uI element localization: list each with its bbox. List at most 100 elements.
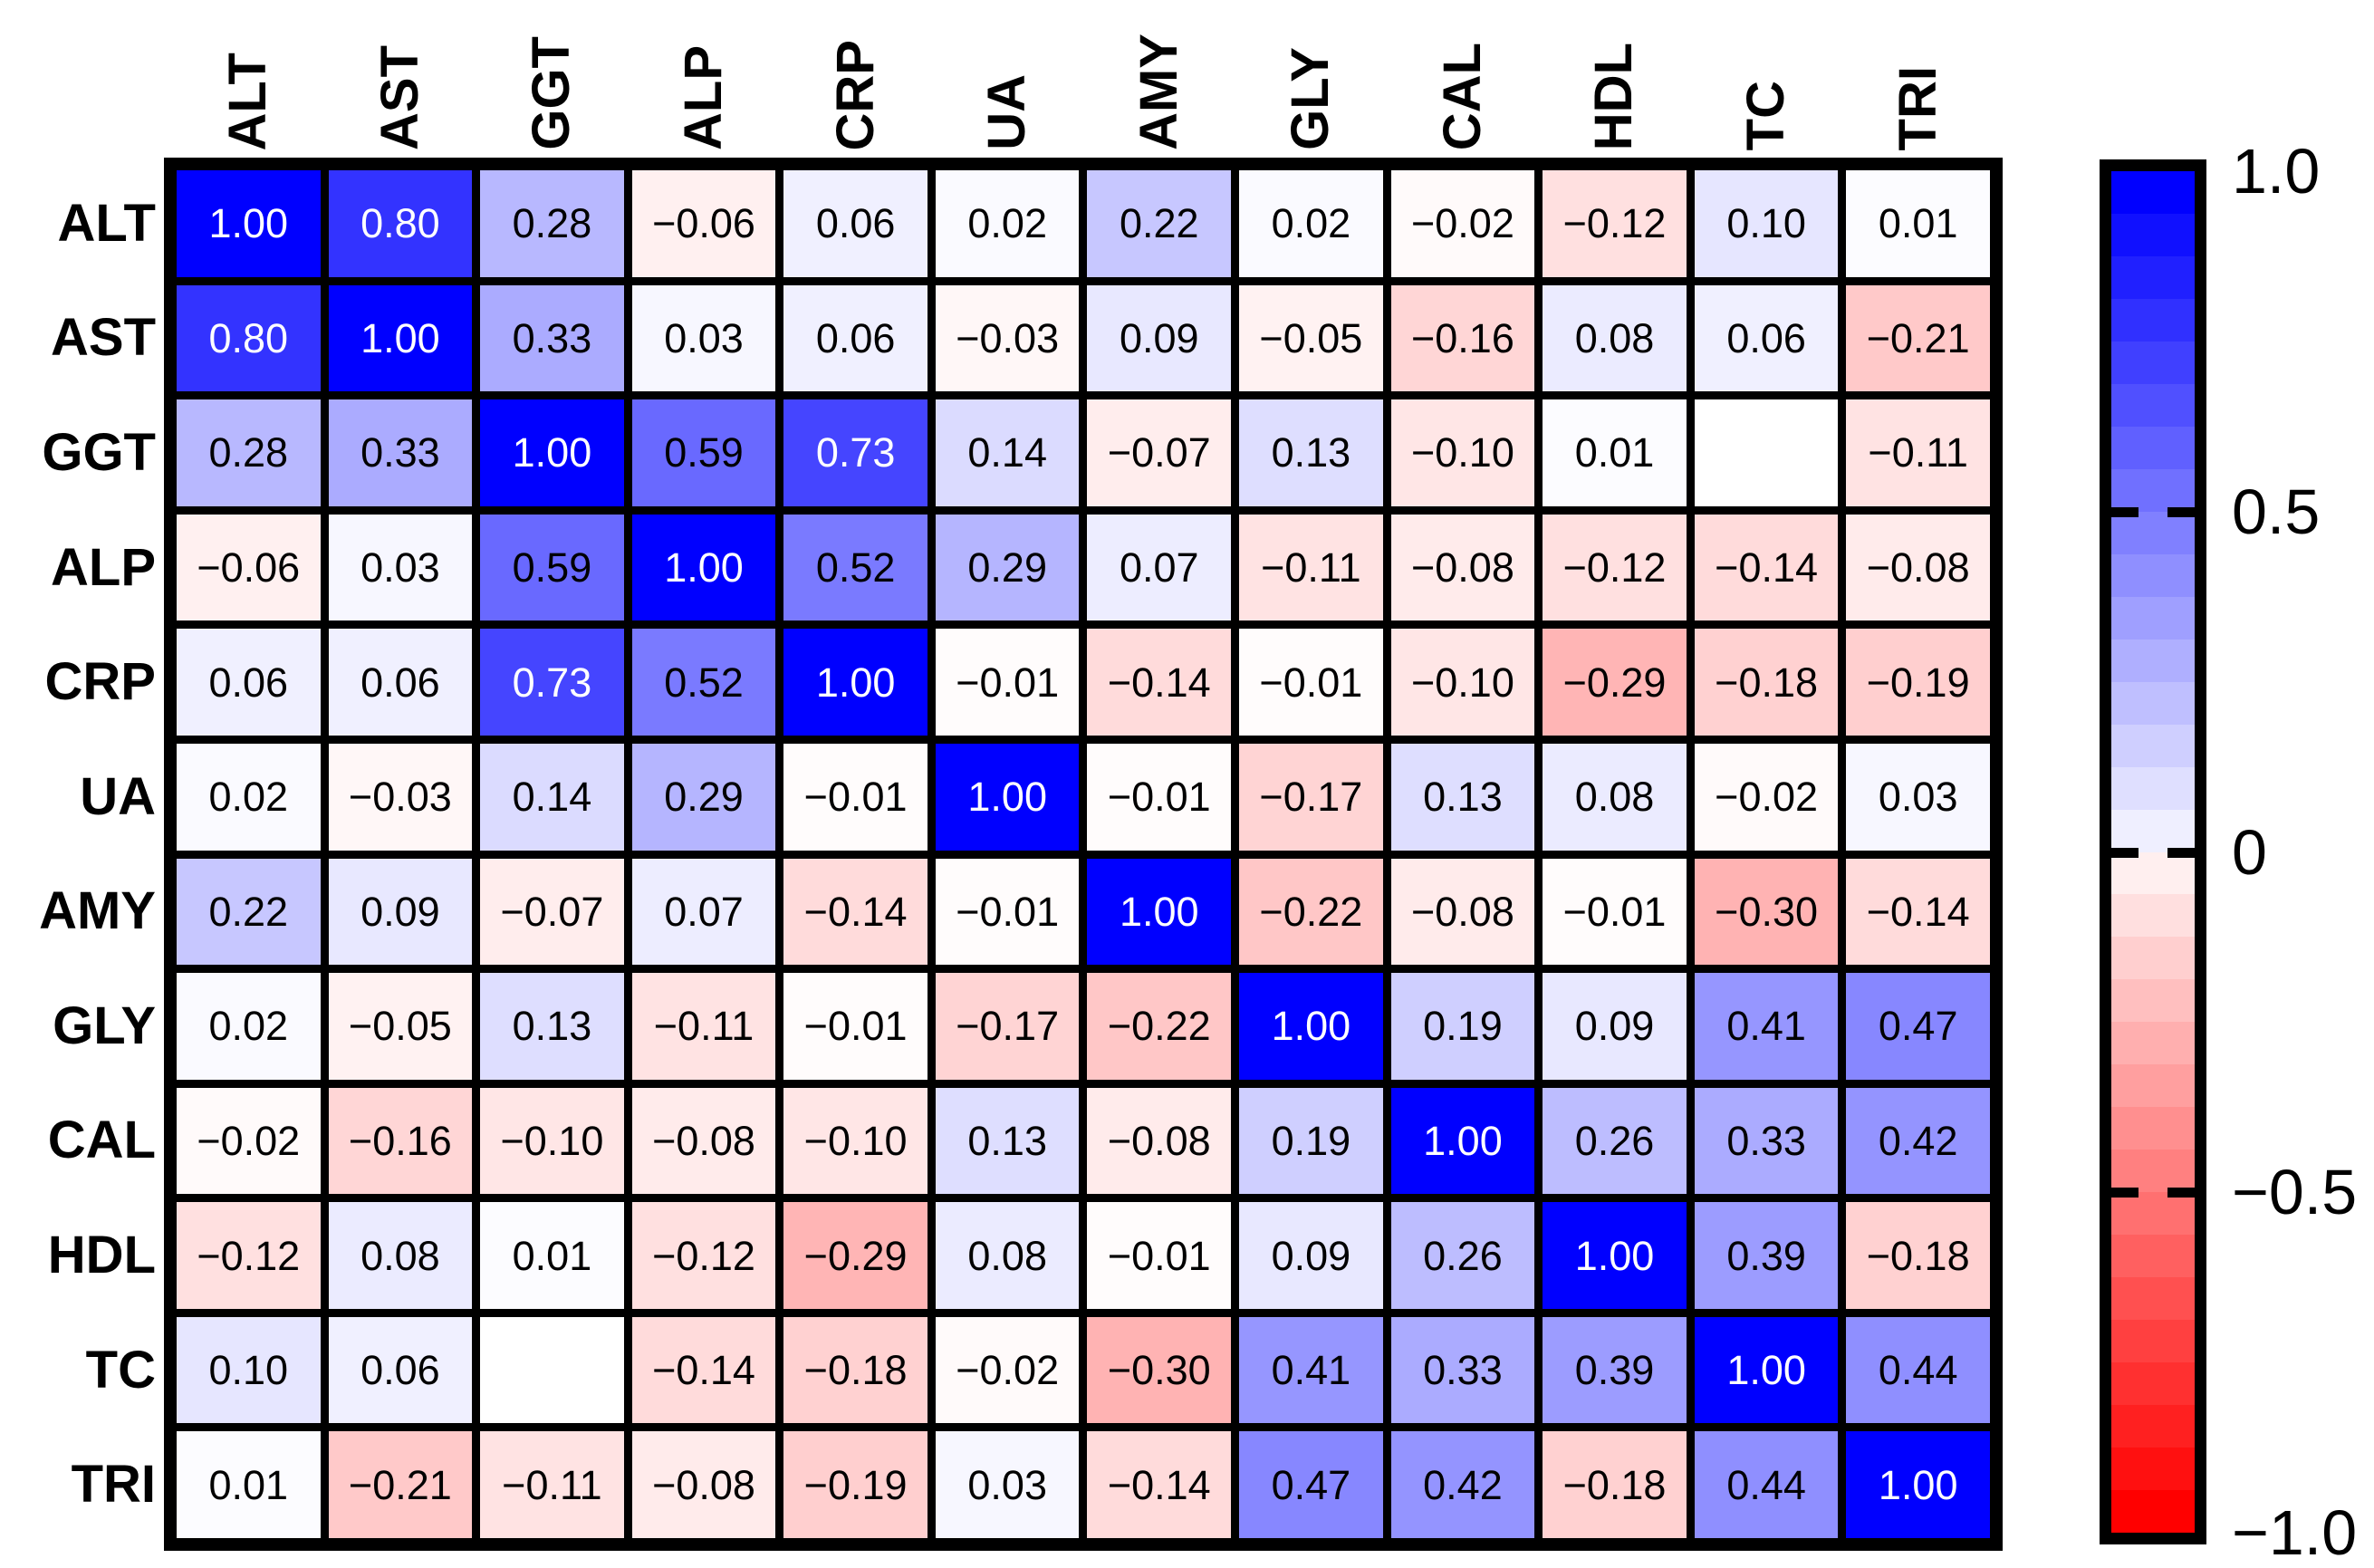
- cell-TRI-TC: 0.44: [1694, 1431, 1839, 1538]
- cell-ALP-AST: 0.03: [328, 514, 473, 621]
- cell-HDL-TRI: −0.18: [1846, 1202, 1990, 1309]
- cell-HDL-CAL: 0.26: [1390, 1202, 1535, 1309]
- cell-ALT-GGT: 0.28: [480, 170, 624, 277]
- cell-AMY-ALT: 0.22: [177, 858, 321, 966]
- cell-ALP-ALP: 1.00: [631, 514, 776, 621]
- cell-AST-ALP: 0.03: [631, 284, 776, 392]
- cell-AMY-UA: −0.01: [935, 858, 1080, 966]
- colorbar-band: [2111, 894, 2195, 938]
- colorbar-band: [2111, 1405, 2195, 1448]
- cell-ALP-CAL: −0.08: [1390, 514, 1535, 621]
- colorbar-band: [2111, 341, 2195, 384]
- cell-AST-GGT: 0.33: [480, 284, 624, 392]
- cell-HDL-CRP: −0.29: [783, 1202, 927, 1309]
- cell-HDL-TC: 0.39: [1694, 1202, 1839, 1309]
- cell-UA-HDL: 0.08: [1543, 743, 1687, 851]
- cell-GGT-AMY: −0.07: [1087, 399, 1232, 506]
- colorbar-band: [2111, 1235, 2195, 1278]
- col-label-ALT: ALT: [177, 0, 321, 159]
- cell-UA-AST: −0.03: [328, 743, 473, 851]
- cell-UA-GLY: −0.17: [1239, 743, 1383, 851]
- cell-ALT-TRI: 0.01: [1846, 170, 1990, 277]
- cell-GGT-CAL: −0.10: [1390, 399, 1535, 506]
- col-label-text-CAL: CAL: [1432, 42, 1492, 150]
- colorbar-band: [2111, 511, 2195, 554]
- cell-ALT-ALT: 1.00: [177, 170, 321, 277]
- colorbar-band: [2111, 1107, 2195, 1150]
- colorbar-tick: [2167, 1188, 2195, 1198]
- cell-ALT-UA: 0.02: [935, 170, 1080, 277]
- cell-CAL-AMY: −0.08: [1087, 1087, 1232, 1195]
- cell-ALT-GLY: 0.02: [1239, 170, 1383, 277]
- col-label-text-AST: AST: [370, 45, 429, 150]
- colorbar-band: [2111, 1362, 2195, 1406]
- cell-AMY-TC: −0.30: [1694, 858, 1839, 966]
- cell-AST-CAL: −0.16: [1390, 284, 1535, 392]
- cell-ALT-ALP: −0.06: [631, 170, 776, 277]
- colorbar-band: [2111, 553, 2195, 597]
- col-label-text-GLY: GLY: [1281, 47, 1341, 150]
- colorbar-tick-label-−0.5: −0.5: [2232, 1157, 2358, 1228]
- cell-CAL-HDL: 0.26: [1543, 1087, 1687, 1195]
- row-label-ALP: ALP: [51, 537, 156, 597]
- cell-CRP-CAL: −0.10: [1390, 629, 1535, 736]
- cell-GGT-CRP: 0.73: [783, 399, 927, 506]
- cell-GLY-TRI: 0.47: [1846, 973, 1990, 1080]
- cell-ALT-AMY: 0.22: [1087, 170, 1232, 277]
- cell-GGT-GGT: 1.00: [480, 399, 624, 506]
- col-label-AST: AST: [329, 0, 473, 159]
- col-label-text-GGT: GGT: [522, 36, 581, 150]
- cell-TRI-HDL: −0.18: [1543, 1431, 1687, 1538]
- cell-TC-GGT: [480, 1316, 624, 1424]
- cell-CRP-UA: −0.01: [935, 629, 1080, 736]
- colorbar-band: [2111, 596, 2195, 640]
- cell-GLY-TC: 0.41: [1694, 973, 1839, 1080]
- colorbar-band: [2111, 1448, 2195, 1491]
- cell-CAL-ALT: −0.02: [177, 1087, 321, 1195]
- cell-AMY-AMY: 1.00: [1087, 858, 1232, 966]
- row-label-GLY: GLY: [53, 996, 156, 1055]
- cell-ALP-AMY: 0.07: [1087, 514, 1232, 621]
- colorbar-tick-label-0: 0: [2232, 816, 2267, 888]
- cell-TRI-GGT: −0.11: [480, 1431, 624, 1538]
- cell-HDL-ALT: −0.12: [177, 1202, 321, 1309]
- cell-HDL-AMY: −0.01: [1087, 1202, 1232, 1309]
- colorbar-band: [2111, 213, 2195, 256]
- row-label-AST: AST: [51, 308, 156, 368]
- cell-CAL-GLY: 0.19: [1239, 1087, 1383, 1195]
- col-label-HDL: HDL: [1543, 0, 1687, 159]
- col-label-text-TC: TC: [1736, 80, 1796, 150]
- cell-ALP-UA: 0.29: [935, 514, 1080, 621]
- cell-TC-ALP: −0.14: [631, 1316, 776, 1424]
- colorbar-tick: [2111, 506, 2139, 517]
- colorbar-band: [2111, 255, 2195, 299]
- cell-AMY-TRI: −0.14: [1846, 858, 1990, 966]
- cell-CAL-AST: −0.16: [328, 1087, 473, 1195]
- cell-CRP-GLY: −0.01: [1239, 629, 1383, 736]
- cell-TRI-ALT: 0.01: [177, 1431, 321, 1538]
- col-label-text-ALT: ALT: [218, 52, 278, 150]
- cell-ALP-TRI: −0.08: [1846, 514, 1990, 621]
- cell-ALT-CAL: −0.02: [1390, 170, 1535, 277]
- cell-ALT-CRP: 0.06: [783, 170, 927, 277]
- cell-CRP-ALP: 0.52: [631, 629, 776, 736]
- colorbar-tick: [2167, 506, 2195, 517]
- row-label-HDL: HDL: [47, 1225, 156, 1284]
- colorbar-band: [2111, 639, 2195, 682]
- cell-UA-UA: 1.00: [935, 743, 1080, 851]
- cell-AMY-GLY: −0.22: [1239, 858, 1383, 966]
- col-label-TRI: TRI: [1846, 0, 1990, 159]
- cell-GLY-ALT: 0.02: [177, 973, 321, 1080]
- cell-CAL-ALP: −0.08: [631, 1087, 776, 1195]
- col-label-text-CRP: CRP: [825, 39, 885, 150]
- colorbar-tick: [2111, 847, 2139, 858]
- col-label-TC: TC: [1695, 0, 1839, 159]
- col-label-AMY: AMY: [1087, 0, 1231, 159]
- cell-AST-TC: 0.06: [1694, 284, 1839, 392]
- cell-ALP-TC: −0.14: [1694, 514, 1839, 621]
- cell-TRI-AST: −0.21: [328, 1431, 473, 1538]
- cell-CRP-AMY: −0.14: [1087, 629, 1232, 736]
- cell-CAL-UA: 0.13: [935, 1087, 1080, 1195]
- colorbar-band: [2111, 1150, 2195, 1193]
